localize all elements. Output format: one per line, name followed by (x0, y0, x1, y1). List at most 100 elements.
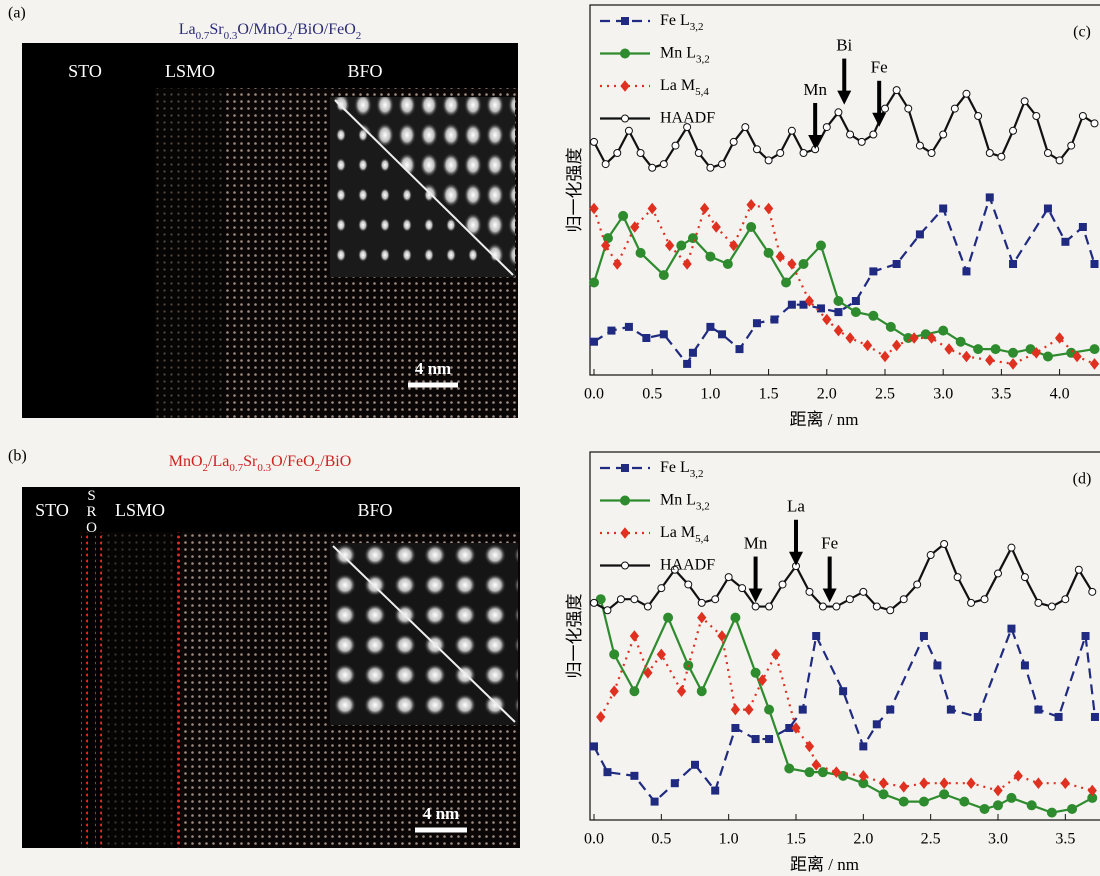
region-label: SRO (84, 488, 100, 536)
marker (915, 141, 924, 150)
micrograph (22, 487, 520, 848)
marker (822, 123, 831, 132)
arrow-head (822, 588, 837, 603)
panel-label: (b) (8, 448, 27, 465)
marker (613, 149, 622, 157)
legend-label: La M5,4 (660, 524, 709, 545)
marker (926, 551, 935, 560)
marker (630, 595, 639, 604)
marker (993, 800, 1003, 811)
marker (1090, 260, 1099, 268)
marker (665, 239, 675, 252)
title-part: Sr (243, 453, 258, 470)
marker (857, 137, 866, 146)
marker (657, 584, 666, 593)
marker (859, 587, 868, 596)
marker (953, 573, 962, 582)
marker (711, 595, 720, 604)
marker (757, 674, 767, 686)
marker (620, 48, 630, 59)
marker (832, 602, 841, 611)
marker (939, 130, 948, 139)
marker (676, 685, 687, 698)
marker (731, 724, 740, 732)
region-label: STO (68, 61, 102, 81)
marker (620, 80, 630, 92)
marker (688, 348, 697, 357)
marker (697, 611, 707, 624)
marker (670, 779, 679, 788)
marker (966, 777, 976, 790)
marker (919, 777, 929, 790)
marker (595, 594, 606, 605)
marker (1043, 204, 1052, 213)
plot-frame (589, 451, 1100, 821)
annotation-label: Fe (871, 58, 888, 77)
marker (799, 300, 808, 309)
marker (729, 137, 738, 146)
marker (706, 163, 715, 172)
marker (616, 595, 625, 604)
marker (985, 149, 994, 157)
marker (752, 145, 761, 154)
marker (629, 630, 640, 642)
panel-title: MnO2/La0.7Sr0.3O/FeO2/BiO (169, 453, 352, 474)
marker (730, 703, 741, 716)
marker (621, 561, 629, 570)
marker (1031, 346, 1041, 359)
marker (818, 602, 827, 611)
marker (612, 258, 622, 270)
marker (590, 598, 598, 607)
title-part: 2 (203, 462, 209, 474)
legend-name: Fe L (660, 459, 690, 476)
marker (1020, 573, 1029, 582)
marker (974, 112, 983, 120)
x-tick-label: 1.0 (700, 386, 720, 403)
marker (967, 598, 976, 607)
marker (918, 796, 929, 807)
marker (962, 89, 971, 98)
annotation-label: La (787, 497, 805, 516)
marker (765, 735, 774, 744)
marker (1088, 587, 1097, 596)
marker (1033, 777, 1044, 790)
marker (831, 766, 842, 778)
marker (1087, 784, 1097, 797)
marker (938, 325, 949, 336)
marker (993, 784, 1003, 797)
marker (990, 344, 1001, 355)
legend-sub: 3,2 (690, 468, 704, 480)
marker (683, 359, 692, 368)
marker (589, 202, 599, 215)
legend-label: La M5,4 (660, 77, 709, 98)
marker (687, 233, 698, 244)
title-part: 0.7 (196, 30, 210, 42)
marker (833, 324, 844, 337)
marker (705, 251, 716, 262)
marker (1061, 595, 1070, 604)
y-axis-label: 归一化强度 (565, 594, 584, 679)
marker (850, 307, 861, 318)
marker (696, 686, 707, 697)
marker (764, 156, 773, 165)
marker (1007, 624, 1016, 633)
marker (834, 108, 843, 117)
marker (776, 149, 785, 157)
legend-name: HAADF (660, 109, 715, 126)
marker (862, 339, 873, 352)
marker (822, 313, 832, 326)
marker (1078, 223, 1087, 231)
panel-title: La0.7Sr0.3O/MnO2/BiO/FeO2 (179, 21, 362, 42)
legend-label: Mn L3,2 (660, 491, 710, 512)
region-label: BFO (347, 61, 382, 81)
marker (697, 598, 706, 607)
x-tick-label: 1.0 (719, 831, 739, 848)
marker (659, 330, 668, 339)
x-tick-label: 3.0 (933, 386, 953, 403)
marker (944, 343, 954, 355)
marker (1006, 792, 1017, 803)
scale-bar-label: 4 nm (415, 359, 451, 378)
marker (1013, 770, 1023, 782)
marker (791, 722, 801, 734)
marker (750, 667, 761, 678)
